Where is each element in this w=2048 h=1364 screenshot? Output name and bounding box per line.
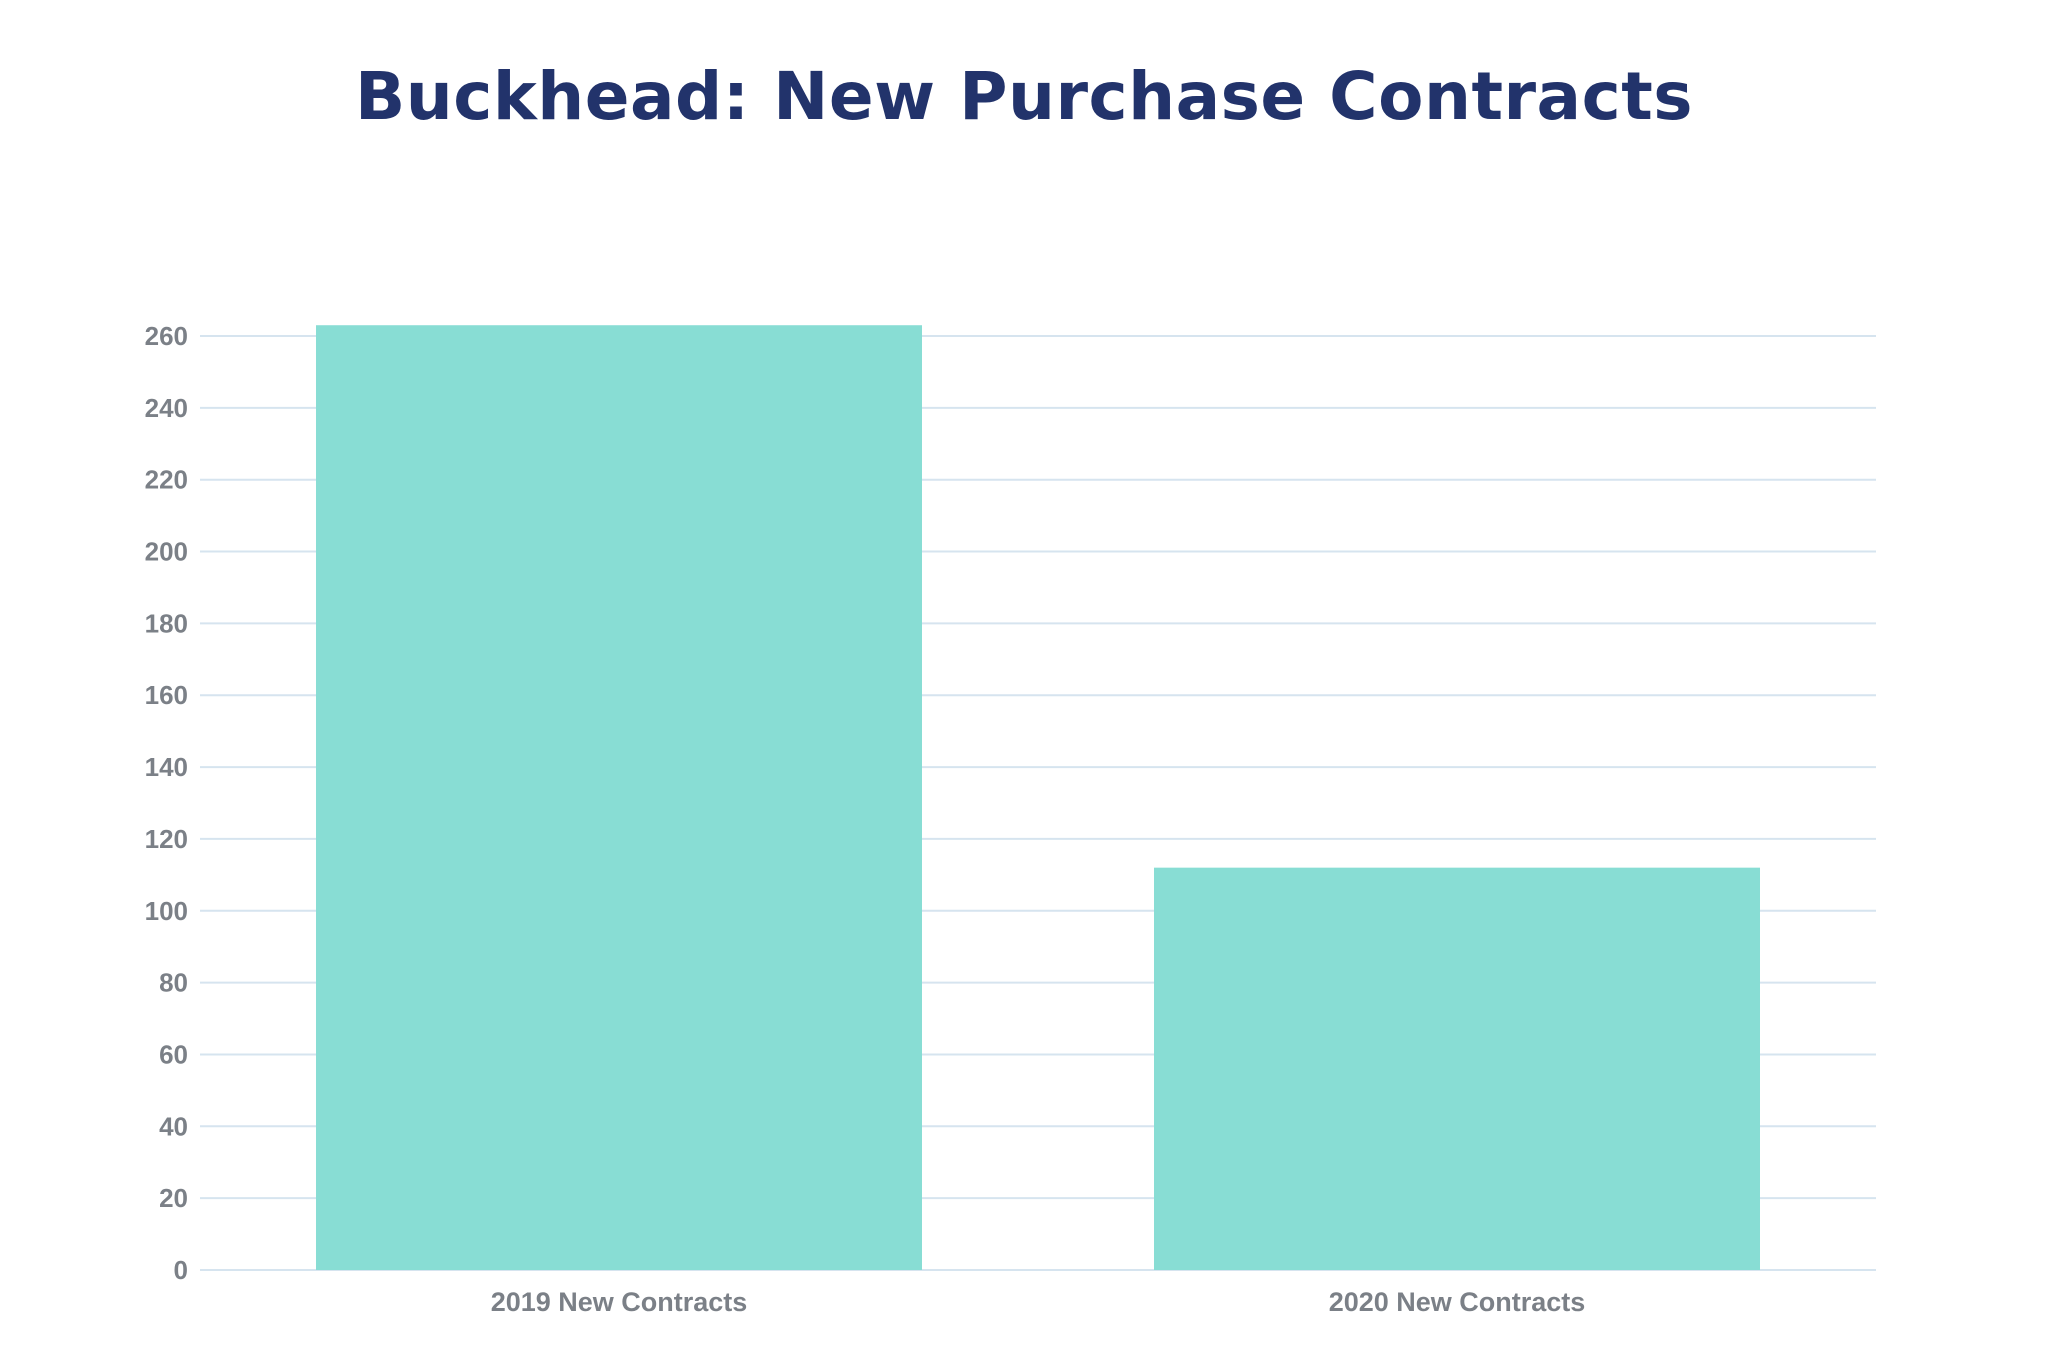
y-tick-label: 260 <box>145 321 188 351</box>
chart-title: Buckhead: New Purchase Contracts <box>354 58 1694 135</box>
x-category-label: 2019 New Contracts <box>491 1287 748 1317</box>
x-axis-labels: 2019 New Contracts 2020 New Contracts <box>491 1287 1586 1317</box>
bar-1 <box>316 325 922 1270</box>
y-tick-label: 140 <box>145 752 188 782</box>
bar-2 <box>1154 867 1760 1270</box>
y-axis-ticks: 0 20 40 60 80 100 120 140 160 180 200 220 240 260 <box>145 321 188 1285</box>
y-tick-label: 100 <box>145 896 188 926</box>
y-tick-label: 160 <box>145 680 188 710</box>
y-tick-label: 220 <box>145 465 188 495</box>
y-tick-label: 120 <box>145 824 188 854</box>
y-tick-label: 80 <box>159 968 188 998</box>
x-category-label: 2020 New Contracts <box>1329 1287 1586 1317</box>
bars <box>316 325 1760 1270</box>
y-tick-label: 60 <box>159 1039 188 1069</box>
y-tick-label: 40 <box>159 1111 188 1141</box>
y-tick-label: 0 <box>174 1255 188 1285</box>
y-tick-label: 240 <box>145 393 188 423</box>
y-tick-label: 20 <box>159 1183 188 1213</box>
y-tick-label: 200 <box>145 537 188 567</box>
y-tick-label: 180 <box>145 608 188 638</box>
